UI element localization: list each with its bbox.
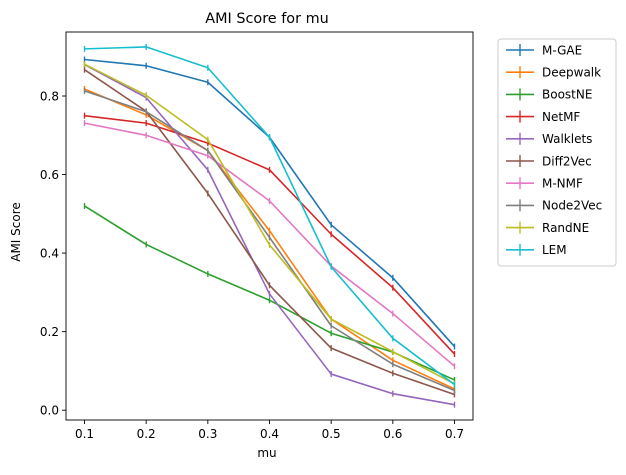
series-netmf	[83, 112, 456, 358]
legend-label: RandNE	[542, 221, 589, 235]
legend-item: M-NMF	[506, 177, 583, 191]
plot-series	[83, 43, 456, 408]
legend-label: Walklets	[542, 132, 592, 146]
legend-item: Node2Vec	[506, 199, 602, 213]
x-tick-label: 0.1	[75, 427, 94, 441]
legend-box	[497, 38, 617, 267]
legend-item: M-GAE	[506, 43, 582, 57]
legend-item: BoostNE	[506, 88, 592, 102]
chart-title: AMI Score for mu	[205, 11, 328, 27]
legend-label: LEM	[542, 243, 567, 257]
x-tick-label: 0.6	[383, 427, 402, 441]
y-tick-label: 0.0	[40, 403, 59, 417]
x-tick-label: 0.2	[137, 427, 156, 441]
legend-item: LEM	[506, 243, 567, 257]
series-lem	[83, 43, 456, 388]
legend-label: Deepwalk	[542, 66, 601, 80]
legend-label: Node2Vec	[542, 199, 602, 213]
series-node2vec	[83, 87, 456, 394]
legend-label: Diff2Vec	[542, 154, 592, 168]
y-tick-label: 0.2	[40, 325, 59, 339]
y-tick-label: 0.8	[40, 89, 59, 103]
y-axis-ticks: 0.0 0.2 0.4 0.6 0.8	[40, 89, 66, 417]
legend-label: M-GAE	[542, 43, 582, 57]
series-line	[84, 46, 455, 386]
y-tick-label: 0.6	[40, 168, 59, 182]
legend: M-GAE Deepwalk BoostNE NetMF Walklets Diff2Ve…	[497, 38, 617, 267]
y-axis-label: AMI Score	[9, 202, 23, 262]
legend-item: Diff2Vec	[506, 154, 592, 168]
legend-item: Deepwalk	[506, 66, 601, 80]
x-tick-label: 0.5	[322, 427, 341, 441]
legend-item: NetMF	[506, 110, 580, 124]
y-tick-label: 0.4	[40, 246, 59, 260]
x-axis-ticks: 0.1 0.2 0.3 0.4 0.5 0.6 0.7	[75, 420, 464, 441]
legend-label: M-NMF	[542, 177, 583, 191]
x-tick-label: 0.3	[198, 427, 217, 441]
x-tick-label: 0.4	[260, 427, 279, 441]
x-axis-label: mu	[257, 446, 276, 460]
legend-label: NetMF	[542, 110, 580, 124]
legend-item: Walklets	[506, 132, 592, 146]
legend-items: M-GAE Deepwalk BoostNE NetMF Walklets Diff2Ve…	[506, 43, 602, 257]
x-tick-label: 0.7	[445, 427, 464, 441]
legend-label: BoostNE	[542, 88, 592, 102]
legend-item: RandNE	[506, 221, 589, 235]
